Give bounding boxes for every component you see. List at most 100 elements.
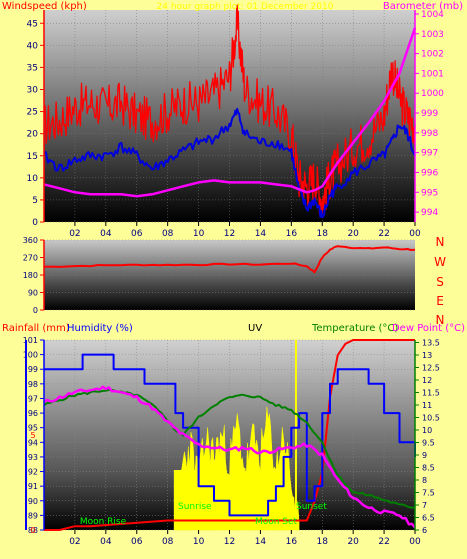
temperature-series-line xyxy=(43,389,416,509)
x-tick-label: 20 xyxy=(347,537,359,547)
chart-subtitle: 24 hour graph plot: 01 December 2010 xyxy=(157,2,334,12)
y-left-tick-label: 30 xyxy=(27,86,39,96)
compass-label: N xyxy=(436,313,445,327)
humidity-tick-label: 95 xyxy=(28,424,38,433)
x-tick-label: 08 xyxy=(162,229,174,239)
temp-tick-label: 6 xyxy=(422,526,427,535)
average-wind-series-line xyxy=(43,107,416,219)
uv-axis-label: UV xyxy=(248,323,262,334)
direction-panel-grid xyxy=(44,239,415,311)
compass-label: E xyxy=(436,294,444,308)
y-tick-label: 0 xyxy=(33,306,38,315)
y-right-tick-label: 1004 xyxy=(421,10,444,20)
climate-panel-series xyxy=(43,339,416,531)
climate-panel-axes: 8889909192939495969798991001010566.577.5… xyxy=(23,336,440,547)
y-right-tick-label: 1000 xyxy=(421,89,444,99)
y-right-tick-label: 1003 xyxy=(421,30,444,40)
y-left-tick-label: 20 xyxy=(27,130,39,140)
temp-tick-label: 12.5 xyxy=(422,364,440,373)
compass-label: N xyxy=(436,235,445,249)
x-tick-label: 00 xyxy=(409,537,421,547)
x-tick-label: 18 xyxy=(317,537,329,547)
y-tick-label: 360 xyxy=(23,236,38,245)
x-tick-label: 10 xyxy=(193,537,205,547)
temp-tick-label: 13 xyxy=(422,351,432,360)
humidity-tick-label: 93 xyxy=(28,453,38,462)
rain-tick-label: 0 xyxy=(30,526,35,535)
humidity-tick-label: 101 xyxy=(23,336,38,345)
x-tick-label: 12 xyxy=(224,537,235,547)
dewpoint-series-line xyxy=(43,385,416,529)
y-right-tick-label: 995 xyxy=(421,188,438,198)
direction-panel-axes: 360 270 180 90 0 xyxy=(23,236,45,315)
x-tick-label: 04 xyxy=(100,537,112,547)
y-left-tick-label: 25 xyxy=(27,108,38,118)
humidity-tick-label: 89 xyxy=(28,511,38,520)
uv-sunrise-band xyxy=(173,470,198,530)
compass-label: S xyxy=(436,275,444,289)
wind-panel-axes: 0510152025303540459949959969979989991000… xyxy=(27,10,445,239)
temp-tick-label: 11 xyxy=(422,401,432,410)
temp-tick-label: 8 xyxy=(422,476,427,485)
humidity-tick-label: 90 xyxy=(28,497,38,506)
moonset-label: Moon Set xyxy=(255,517,298,527)
x-tick-label: 06 xyxy=(131,229,143,239)
humidity-tick-label: 94 xyxy=(28,438,38,447)
x-tick-label: 22 xyxy=(378,537,389,547)
compass-label: W xyxy=(434,255,446,269)
temp-tick-label: 11.5 xyxy=(422,389,440,398)
humidity-axis-label: Humidity (%) xyxy=(67,323,133,334)
y-right-tick-label: 999 xyxy=(421,109,438,119)
dewpoint-axis-label: Dew Point (°C) xyxy=(392,323,465,334)
x-tick-label: 16 xyxy=(286,537,298,547)
rain-tick-label: 5 xyxy=(30,431,35,440)
humidity-tick-label: 88 xyxy=(28,526,38,535)
x-tick-label: 02 xyxy=(69,229,80,239)
x-tick-label: 00 xyxy=(409,229,421,239)
x-tick-label: 20 xyxy=(347,229,359,239)
x-tick-label: 22 xyxy=(378,229,389,239)
y-tick-label: 90 xyxy=(28,289,38,298)
humidity-tick-label: 97 xyxy=(28,394,38,403)
direction-panel-series xyxy=(43,245,416,274)
temp-tick-label: 10 xyxy=(422,426,432,435)
y-left-tick-label: 0 xyxy=(32,218,38,228)
temp-tick-label: 9.5 xyxy=(422,439,435,448)
y-right-tick-label: 1001 xyxy=(421,69,444,79)
barometer-series-line xyxy=(43,27,417,198)
temp-tick-label: 12 xyxy=(422,376,432,385)
humidity-tick-label: 100 xyxy=(23,351,38,360)
humidity-tick-label: 91 xyxy=(28,482,38,491)
x-tick-label: 08 xyxy=(162,537,174,547)
y-tick-label: 270 xyxy=(23,254,38,263)
x-tick-label: 10 xyxy=(193,229,205,239)
humidity-tick-label: 98 xyxy=(28,380,38,389)
uv-series-area xyxy=(175,406,300,531)
humidity-series-line xyxy=(44,353,416,517)
x-tick-label: 14 xyxy=(255,229,267,239)
temp-tick-label: 9 xyxy=(422,451,427,460)
x-tick-label: 12 xyxy=(224,229,235,239)
humidity-tick-label: 96 xyxy=(28,409,38,418)
temperature-axis-label: Temperature (°C) xyxy=(311,323,398,334)
windspeed-axis-label: Windspeed (kph) xyxy=(2,1,87,12)
sunrise-label: Sunrise xyxy=(178,502,212,512)
y-left-tick-label: 35 xyxy=(27,63,38,73)
x-tick-label: 02 xyxy=(69,537,80,547)
y-right-tick-label: 1002 xyxy=(421,50,444,60)
wind-panel-series xyxy=(43,4,417,219)
rainfall-series-line xyxy=(44,339,415,531)
temp-tick-label: 8.5 xyxy=(422,464,435,473)
moonrise-label: Moon Rise xyxy=(80,517,127,527)
temp-tick-label: 7.5 xyxy=(422,489,435,498)
gust-series-line xyxy=(43,4,416,215)
humidity-tick-label: 92 xyxy=(28,468,38,477)
barometer-axis-label: Barometer (mb) xyxy=(383,1,463,12)
temp-tick-label: 6.5 xyxy=(422,514,435,523)
temp-tick-label: 7 xyxy=(422,501,427,510)
y-left-tick-label: 40 xyxy=(27,41,39,51)
humidity-tick-label: 99 xyxy=(28,365,38,374)
